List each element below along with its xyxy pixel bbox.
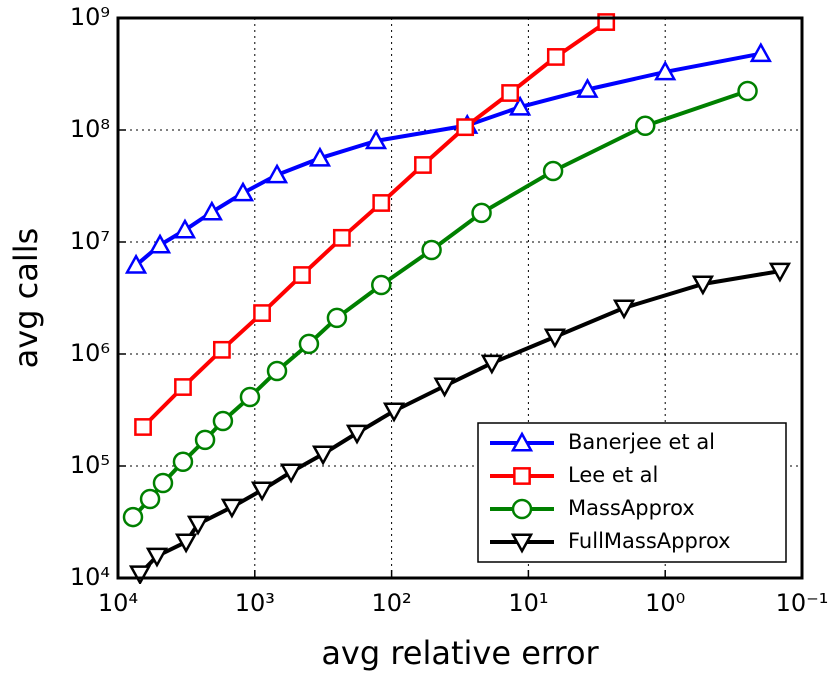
x-tick-label: 10⁰	[645, 589, 685, 617]
marker	[212, 340, 231, 359]
plot-area	[122, 13, 792, 584]
marker	[371, 274, 392, 296]
marker	[471, 202, 492, 224]
legend-marker	[511, 498, 533, 520]
legend-label: Banerjee et al	[568, 430, 715, 454]
marker	[152, 472, 174, 494]
marker	[308, 146, 332, 167]
series-line	[141, 20, 608, 429]
marker	[128, 565, 152, 584]
legend-label: MassApprox	[568, 496, 695, 520]
marker	[612, 299, 636, 320]
marker	[122, 506, 144, 528]
marker	[542, 160, 564, 182]
y-tick-label: 10⁴	[70, 563, 110, 591]
marker	[414, 156, 432, 174]
marker	[231, 181, 255, 202]
x-tick-label: 10¹	[508, 589, 548, 617]
marker	[749, 42, 772, 63]
x-tick-label: 10³	[235, 589, 275, 617]
y-tick-label: 10⁶	[70, 339, 110, 367]
marker	[293, 266, 311, 284]
marker	[174, 533, 198, 554]
series-line	[138, 269, 781, 576]
marker	[691, 275, 715, 296]
legend-label: Lee et al	[568, 463, 658, 487]
marker	[737, 80, 758, 102]
marker	[134, 418, 152, 436]
marker	[186, 515, 210, 536]
marker	[311, 445, 335, 466]
marker	[148, 233, 172, 254]
x-tick-label: 10⁻¹	[776, 589, 829, 617]
marker	[173, 218, 197, 239]
marker	[508, 95, 532, 116]
marker	[456, 118, 475, 137]
marker	[372, 194, 391, 212]
marker	[172, 451, 194, 473]
plot-frame	[116, 16, 804, 580]
marker	[139, 488, 161, 510]
marker	[501, 84, 520, 102]
marker	[576, 77, 599, 98]
marker	[239, 386, 261, 408]
x-tick-label: 10⁴	[98, 589, 138, 617]
marker	[345, 424, 369, 445]
marker	[174, 378, 192, 396]
marker	[253, 304, 271, 322]
marker	[543, 328, 567, 349]
marker	[382, 402, 406, 423]
legend-marker	[510, 533, 534, 554]
y-tick-label: 10⁵	[70, 451, 110, 479]
x-tick-label: 10²	[372, 589, 412, 617]
marker	[279, 463, 303, 484]
series-line	[131, 89, 749, 519]
marker	[421, 239, 442, 261]
marker	[768, 262, 792, 283]
marker	[433, 377, 456, 398]
marker	[145, 547, 169, 568]
marker	[332, 228, 351, 247]
y-tick-label: 10⁹	[70, 3, 110, 31]
marker	[546, 48, 565, 66]
marker	[212, 410, 234, 432]
marker	[634, 115, 656, 137]
marker	[194, 429, 216, 451]
marker	[326, 307, 348, 329]
y-axis-label: avg calls	[7, 228, 45, 369]
x-axis-label: avg relative error	[321, 634, 599, 672]
marker	[220, 498, 244, 519]
legend-label: FullMassApprox	[568, 529, 731, 553]
legend-marker	[513, 467, 531, 485]
y-tick-label: 10⁸	[70, 115, 110, 143]
marker	[480, 354, 503, 375]
marker	[654, 60, 677, 81]
legend-marker	[510, 431, 534, 452]
y-tick-label: 10⁷	[70, 227, 110, 255]
series-line	[134, 51, 762, 267]
marker	[250, 481, 274, 502]
marker	[124, 253, 148, 274]
marker	[265, 163, 289, 184]
marker	[298, 333, 320, 355]
marker	[364, 129, 388, 150]
marker	[266, 360, 288, 382]
marker	[200, 200, 223, 221]
